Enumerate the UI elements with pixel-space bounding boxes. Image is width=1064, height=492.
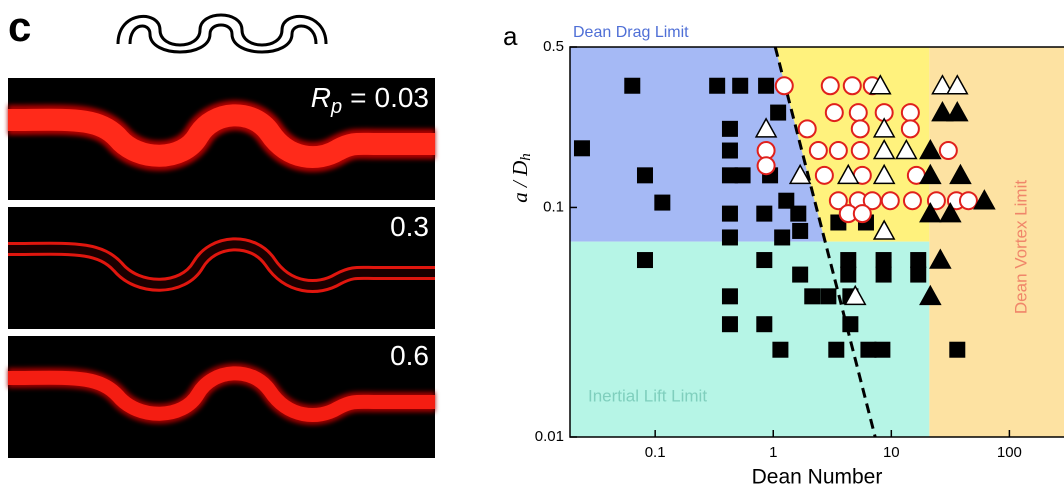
square-marker (876, 267, 892, 283)
circle-marker (810, 142, 827, 159)
y-tick-label: 0.1 (543, 198, 564, 215)
square-marker (722, 288, 738, 304)
circle-marker (902, 104, 919, 121)
circle-marker (758, 157, 775, 174)
x-axis-label: Dean Number (752, 466, 883, 489)
square-marker (774, 229, 790, 245)
region-vortex (929, 47, 1064, 437)
circle-marker (940, 142, 957, 159)
region-label: Inertial Lift Limit (588, 386, 707, 405)
circle-marker (850, 104, 867, 121)
square-marker (722, 316, 738, 332)
x-tick-label: 100 (997, 444, 1022, 461)
rp-subscript: p (330, 96, 342, 118)
rp-label: 0.6 (390, 340, 429, 371)
region-label: Dean Vortex Limit (1011, 180, 1030, 314)
y-tick-label: 0.5 (543, 38, 564, 55)
rp-value: 0.3 (390, 211, 429, 242)
square-marker (735, 167, 751, 183)
square-marker (790, 206, 806, 222)
circle-marker (904, 192, 921, 209)
square-marker (820, 288, 836, 304)
circle-marker (852, 120, 869, 137)
circle-marker (816, 167, 833, 184)
square-marker (910, 252, 926, 268)
x-tick-label: 10 (883, 444, 900, 461)
circle-marker (826, 104, 843, 121)
square-marker (792, 223, 808, 239)
square-marker (756, 316, 772, 332)
rp-symbol: R (311, 82, 331, 113)
square-marker (842, 316, 858, 332)
square-marker (756, 252, 772, 268)
square-marker (637, 167, 653, 183)
circle-marker (854, 205, 871, 222)
x-tick-label: 0.1 (645, 444, 666, 461)
plot-area (570, 47, 1064, 437)
circle-marker (852, 142, 869, 159)
circle-marker (830, 142, 847, 159)
circle-marker (822, 77, 839, 94)
square-marker (874, 342, 890, 358)
square-marker (840, 252, 856, 268)
square-marker (772, 342, 788, 358)
square-marker (860, 342, 876, 358)
square-marker (722, 121, 738, 137)
square-marker (840, 267, 856, 283)
square-marker (949, 342, 965, 358)
square-marker (637, 252, 653, 268)
square-marker (756, 206, 772, 222)
region-label: Dean Drag Limit (573, 24, 689, 41)
square-marker (624, 78, 640, 94)
y-axis-label: a / Dh (508, 153, 535, 203)
circle-marker (776, 77, 793, 94)
square-marker (732, 78, 748, 94)
y-tick-label: 0.01 (535, 428, 564, 445)
panel-label: a (503, 21, 518, 51)
figure: c Rp = 0.03 0.3 0.6 0.1 1 10 100 0.5 0.1 0.01 Dean … (0, 0, 1064, 492)
square-marker (804, 288, 820, 304)
circle-marker (799, 120, 816, 137)
square-marker (910, 267, 926, 283)
square-marker (654, 195, 670, 211)
rp-eq: = (350, 82, 366, 113)
circle-marker (844, 77, 861, 94)
y-axis-label-main: a / D (508, 161, 532, 203)
micrograph-panels: Rp = 0.03 0.3 0.6 (8, 78, 435, 458)
square-marker (792, 267, 808, 283)
square-marker (709, 78, 725, 94)
circle-marker (902, 120, 919, 137)
rp-label: 0.3 (390, 211, 429, 242)
region-lift (570, 242, 929, 437)
square-marker (722, 229, 738, 245)
y-axis-label-sub: h (518, 153, 534, 161)
square-marker (828, 342, 844, 358)
panel-label: c (8, 3, 31, 50)
rp-value: 0.6 (390, 340, 429, 371)
channel-icon (118, 15, 326, 52)
circle-marker (882, 192, 899, 209)
square-marker (758, 78, 774, 94)
x-tick-label: 1 (769, 444, 777, 461)
rp-value: 0.03 (375, 82, 430, 113)
chart: 0.1 1 10 100 0.5 0.1 0.01 Dean Number a / Dh a Dea… (503, 21, 1064, 489)
square-marker (876, 252, 892, 268)
square-marker (770, 105, 786, 121)
square-marker (722, 206, 738, 222)
square-marker (574, 140, 590, 156)
circle-marker (960, 192, 977, 209)
square-marker (722, 143, 738, 159)
